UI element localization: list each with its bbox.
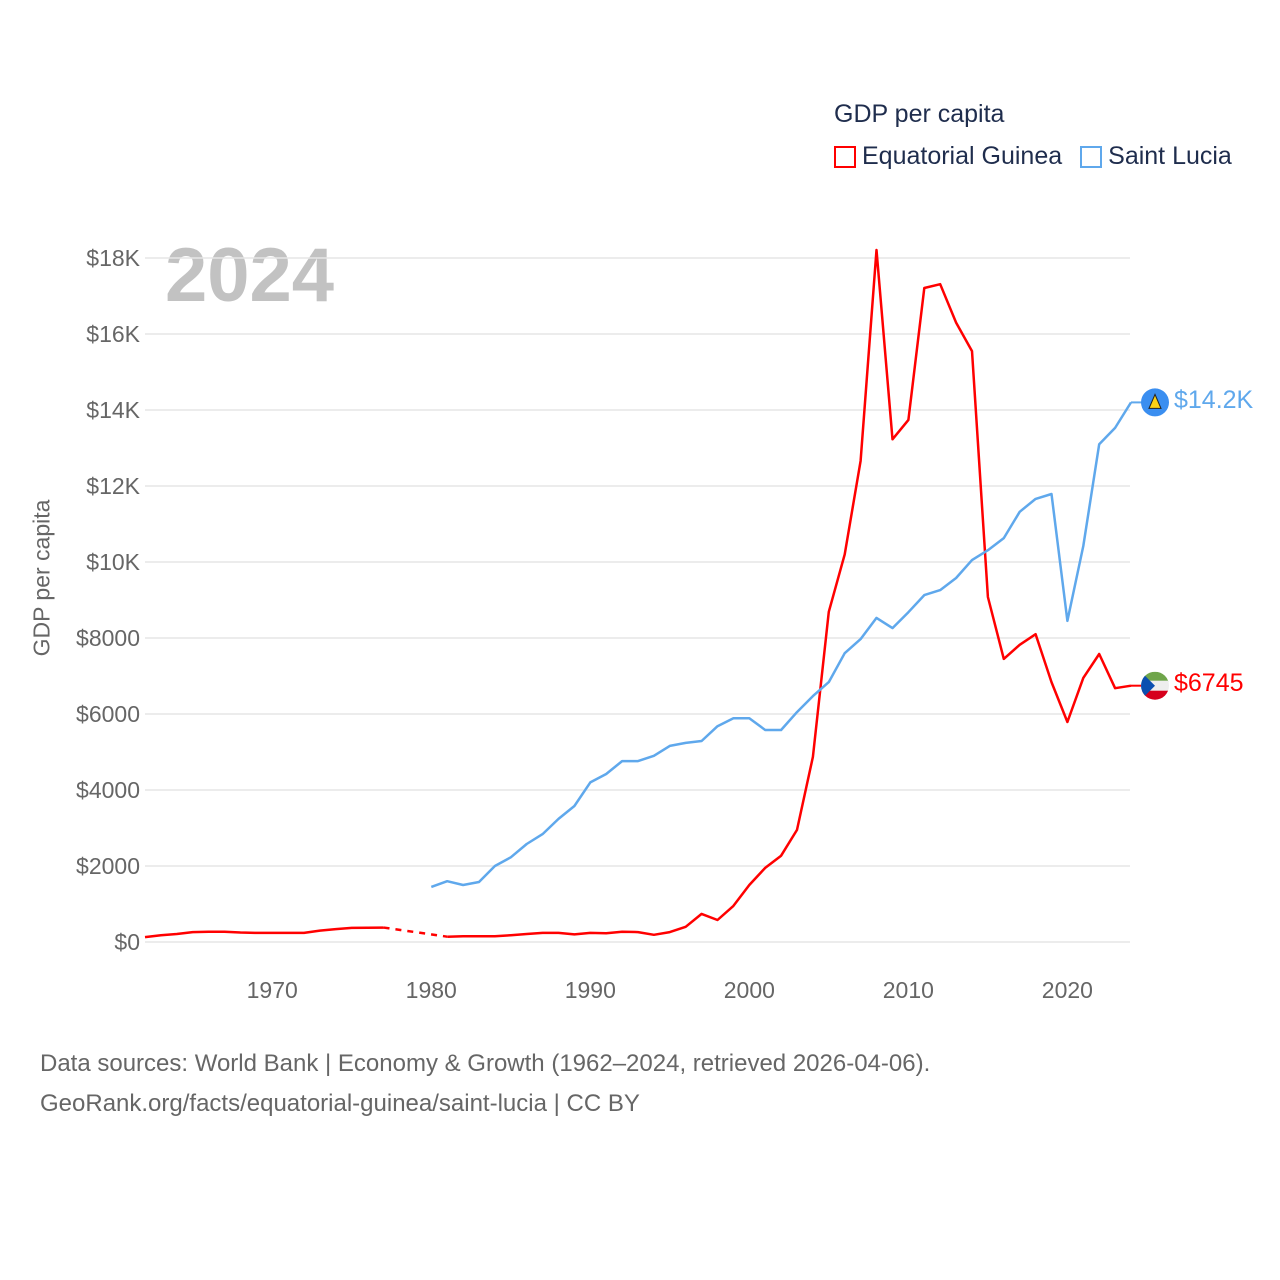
year-watermark: 2024 xyxy=(165,233,335,318)
y-tick-label: $16K xyxy=(86,321,140,347)
x-tick-label: 1980 xyxy=(406,977,457,1003)
x-tick-label: 2000 xyxy=(724,977,775,1003)
x-tick-label: 2010 xyxy=(883,977,934,1003)
y-tick-label: $2000 xyxy=(76,853,140,879)
y-tick-label: $10K xyxy=(86,549,140,575)
x-tick-label: 2020 xyxy=(1042,977,1093,1003)
legend-title: GDP per capita xyxy=(834,100,1005,128)
end-label-equatorial-guinea: $6745 xyxy=(1174,669,1244,697)
legend-label: Equatorial Guinea xyxy=(862,142,1063,170)
legend-swatch xyxy=(834,145,856,168)
equatorial-guinea-flag-icon xyxy=(1141,671,1169,700)
x-tick-label: 1990 xyxy=(565,977,616,1003)
footer: Data sources: World Bank | Economy & Gro… xyxy=(40,1044,930,1124)
legend-item-saint-lucia[interactable]: Saint Lucia xyxy=(1080,142,1232,171)
legend-swatch xyxy=(1080,145,1103,168)
series-line-equatorial-guinea xyxy=(447,248,1132,938)
end-label-saint-lucia: $14.2K xyxy=(1174,386,1254,414)
series-line-equatorial-guinea xyxy=(144,926,384,939)
footer-sources: Data sources: World Bank | Economy & Gro… xyxy=(40,1050,931,1077)
y-tick-label: $18K xyxy=(86,245,140,271)
legend-item-equatorial-guinea[interactable]: Equatorial Guinea xyxy=(834,142,1062,171)
y-tick-label: $14K xyxy=(86,397,140,423)
y-tick-label: $0 xyxy=(114,929,140,955)
footer-link[interactable]: GeoRank.org/facts/equatorial-guinea/sain… xyxy=(40,1090,640,1117)
x-tick-label: 1970 xyxy=(247,977,298,1003)
y-tick-label: $8000 xyxy=(76,625,140,651)
y-tick-label: $12K xyxy=(86,473,140,499)
y-tick-label: $4000 xyxy=(76,777,140,803)
legend: Equatorial Guinea Saint Lucia xyxy=(834,142,1232,171)
series-line-equatorial-guinea-gap xyxy=(383,926,448,938)
legend-label: Saint Lucia xyxy=(1108,142,1232,170)
saint-lucia-flag-triangle xyxy=(1148,393,1162,409)
y-tick-label: $6000 xyxy=(76,701,140,727)
series-line-saint-lucia xyxy=(430,401,1133,889)
